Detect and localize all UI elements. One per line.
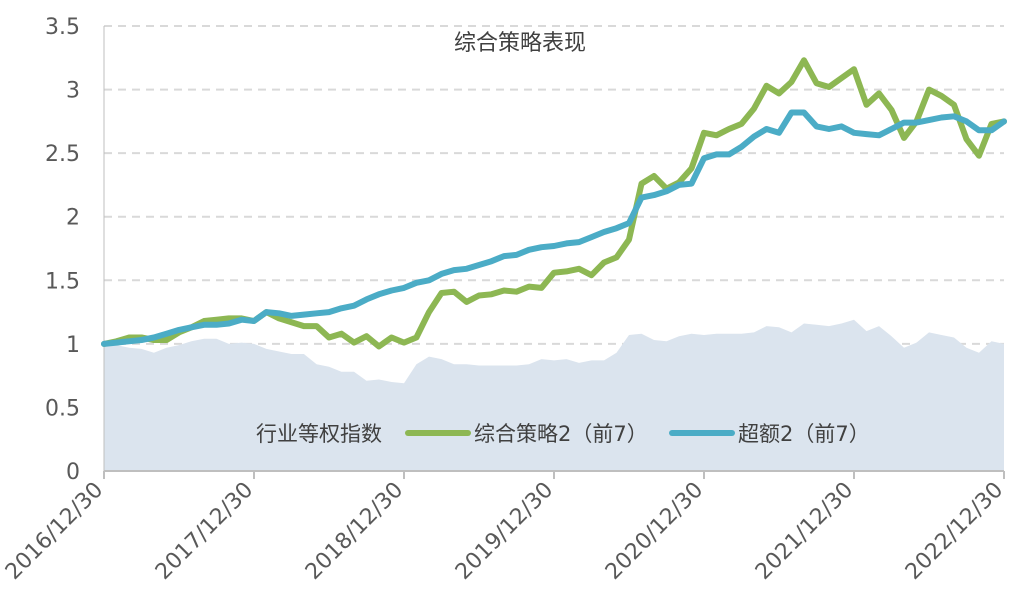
x-tick-label: 2020/12/30 — [601, 478, 708, 585]
x-tick-labels: 2016/12/30 2017/12/30 2018/12/30 2019/12/30… — [1, 471, 1008, 585]
y-tick-label: 3 — [66, 79, 80, 104]
y-tick-label: 1 — [66, 333, 80, 358]
area-series — [104, 319, 1004, 471]
x-tick-label: 2018/12/30 — [301, 478, 408, 585]
legend: 行业等权指数 综合策略2（前7） 超额2（前7） — [256, 422, 870, 446]
line-series-2 — [101, 109, 1007, 347]
y-tick-label: 0 — [66, 460, 80, 485]
x-tick-label: 2021/12/30 — [751, 478, 858, 585]
y-tick-label: 2 — [66, 206, 80, 231]
x-tick-label: 2016/12/30 — [1, 478, 108, 585]
area-series-industry-index — [104, 319, 1004, 471]
y-tick-label: 0.5 — [45, 396, 80, 421]
y-tick-label: 1.5 — [45, 269, 80, 294]
line-series — [101, 57, 1007, 350]
line-series-1 — [101, 57, 1007, 350]
y-tick-labels: 0 0.5 1 1.5 2 2.5 3 3.5 — [45, 15, 80, 485]
y-tick-label: 2.5 — [45, 142, 80, 167]
y-tick-label: 3.5 — [45, 15, 80, 40]
chart-title: 综合策略表现 — [454, 31, 586, 56]
x-tick-label: 2017/12/30 — [151, 478, 258, 585]
legend-label: 综合策略2（前7） — [474, 422, 648, 446]
x-tick-label: 2022/12/30 — [901, 478, 1008, 585]
legend-label: 超额2（前7） — [738, 422, 870, 446]
x-tick-label: 2019/12/30 — [451, 478, 558, 585]
legend-label: 行业等权指数 — [256, 422, 382, 446]
